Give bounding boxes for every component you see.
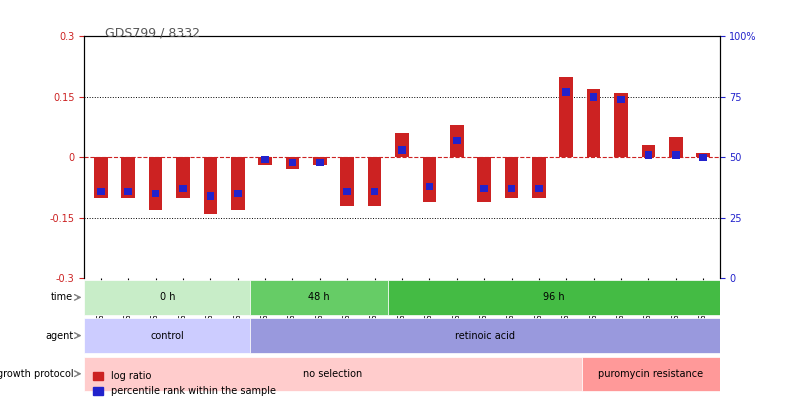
Bar [176, 158, 190, 198]
Bar [388, 280, 719, 315]
Bar [699, 154, 706, 161]
Bar [84, 318, 250, 353]
Bar [84, 356, 581, 391]
Bar [94, 158, 108, 198]
Bar [97, 188, 104, 195]
Bar [312, 158, 326, 165]
Text: 96 h: 96 h [542, 292, 564, 303]
Bar [285, 158, 299, 169]
Text: GDS799 / 8332: GDS799 / 8332 [104, 26, 199, 39]
Bar [340, 158, 353, 206]
Bar [532, 158, 545, 198]
Bar [425, 183, 433, 190]
Bar [613, 93, 627, 158]
Text: 48 h: 48 h [308, 292, 329, 303]
Legend: log ratio, percentile rank within the sample: log ratio, percentile rank within the sa… [89, 367, 279, 400]
Text: 0 h: 0 h [159, 292, 175, 303]
Bar [422, 158, 436, 202]
Bar [617, 96, 624, 103]
Bar [562, 88, 569, 96]
Bar [504, 158, 518, 198]
Bar [644, 151, 651, 159]
Bar [250, 318, 719, 353]
Bar [507, 185, 515, 192]
Bar [261, 156, 269, 163]
Bar [452, 137, 460, 144]
Bar [397, 147, 406, 154]
Bar [124, 188, 132, 195]
Text: retinoic acid: retinoic acid [454, 330, 514, 341]
Bar [671, 151, 679, 159]
Bar [450, 125, 463, 158]
Bar [589, 93, 597, 100]
Bar [121, 158, 135, 198]
Text: time: time [51, 292, 73, 303]
Bar [152, 190, 159, 197]
Text: no selection: no selection [303, 369, 362, 379]
Bar [370, 188, 378, 195]
Bar [230, 158, 244, 210]
Bar [316, 159, 324, 166]
Bar [695, 153, 709, 158]
Text: agent: agent [45, 330, 73, 341]
Bar [206, 192, 214, 200]
Bar [179, 185, 186, 192]
Bar [288, 159, 296, 166]
Bar [258, 158, 271, 165]
Bar [581, 356, 719, 391]
Bar [203, 158, 217, 214]
Bar [479, 185, 487, 192]
Bar [641, 145, 654, 158]
Bar [84, 280, 250, 315]
Bar [234, 190, 241, 197]
Bar [534, 185, 542, 192]
Bar [343, 188, 351, 195]
Bar [394, 133, 409, 158]
Bar [367, 158, 381, 206]
Bar [668, 137, 682, 158]
Text: puromycin resistance: puromycin resistance [597, 369, 703, 379]
Bar [586, 89, 600, 158]
Bar [477, 158, 491, 202]
Text: control: control [150, 330, 184, 341]
Bar [559, 77, 573, 158]
Bar [250, 280, 388, 315]
Text: growth protocol: growth protocol [0, 369, 73, 379]
Bar [149, 158, 162, 210]
